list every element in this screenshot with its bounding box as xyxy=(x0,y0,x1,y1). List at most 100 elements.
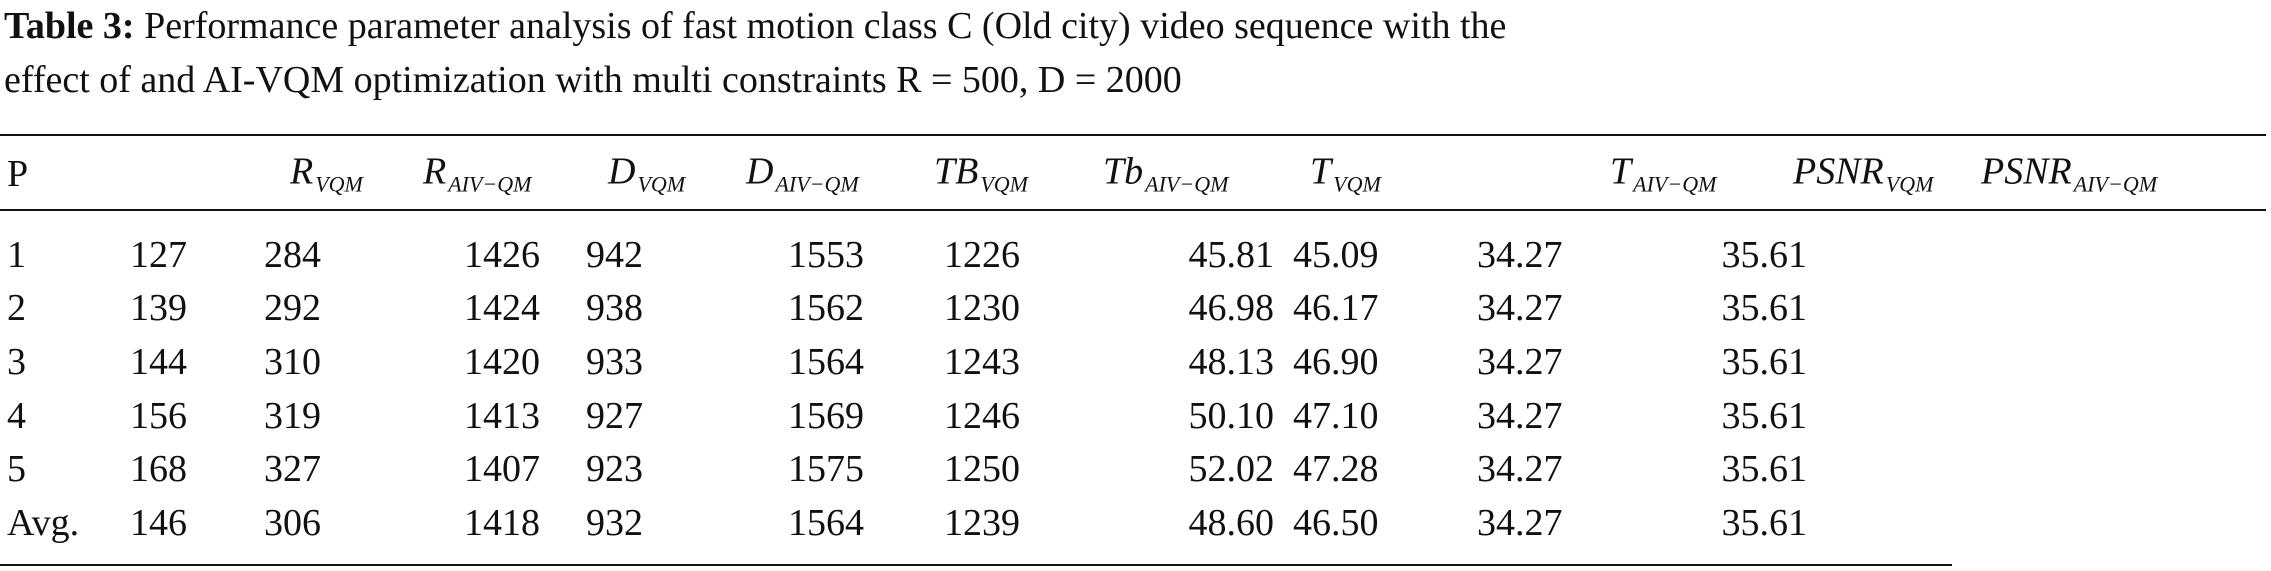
table-cell: 923 xyxy=(586,448,643,490)
table-cell: 34.27 xyxy=(1477,502,1563,544)
header-cell: PSNRVQM xyxy=(1793,149,1933,200)
header-cell: RVQM xyxy=(290,149,363,200)
table-cell: 34.27 xyxy=(1477,341,1563,383)
table-cell: 1239 xyxy=(944,502,1020,544)
row-label: 5 xyxy=(7,448,26,490)
header-sub: AIV−QM xyxy=(2073,171,2158,197)
header-main: PSNR xyxy=(1793,150,1884,193)
header-cell: DAIV−QM xyxy=(746,149,859,200)
header-main: D xyxy=(746,150,774,193)
header-cell: TAIV−QM xyxy=(1610,149,1716,200)
row-label: 3 xyxy=(7,341,26,383)
table-cell: 146 xyxy=(130,502,187,544)
table-cell: 47.10 xyxy=(1293,395,1379,437)
table-cell: 46.17 xyxy=(1293,287,1379,329)
table-cell: 45.81 xyxy=(1188,234,1275,276)
table-cell: 47.28 xyxy=(1293,448,1379,490)
table-cell: 46.50 xyxy=(1293,502,1379,544)
header-sub: VQM xyxy=(1885,171,1934,197)
header-cell: DVQM xyxy=(608,149,685,200)
table-cell: 127 xyxy=(130,234,187,276)
table-cell: 1418 xyxy=(464,502,540,544)
table-cell: 306 xyxy=(264,502,321,544)
header-sub: AIV−QM xyxy=(775,171,859,197)
table-cell: 34.27 xyxy=(1477,287,1563,329)
header-cell: PSNRAIV−QM xyxy=(1981,149,2157,200)
table-cell: 1226 xyxy=(944,234,1020,276)
table-cell: 1575 xyxy=(788,448,864,490)
row-label: Avg. xyxy=(7,502,80,544)
table-cell: 34.27 xyxy=(1477,395,1563,437)
header-cell: RAIV−QM xyxy=(423,149,531,200)
table-cell: 35.61 xyxy=(1721,341,1808,383)
table-cell: 45.09 xyxy=(1293,234,1379,276)
table-cell: 139 xyxy=(130,287,187,329)
header-sub: AIV−QM xyxy=(1145,171,1229,197)
table-cell: 1426 xyxy=(464,234,540,276)
table-cell: 1564 xyxy=(788,502,864,544)
table-cell: 48.60 xyxy=(1188,502,1275,544)
row-label: 4 xyxy=(7,395,26,437)
caption-text: effect of and AI-VQM optimization with m… xyxy=(4,59,1182,101)
table-cell: 1407 xyxy=(464,448,540,490)
table-cell: 144 xyxy=(130,341,187,383)
table-cell: 48.13 xyxy=(1188,341,1275,383)
table-cell: 50.10 xyxy=(1188,395,1275,437)
header-sub: VQM xyxy=(315,171,363,197)
caption-label: Table 3: xyxy=(4,5,135,47)
table-cell: 35.61 xyxy=(1721,448,1808,490)
table-cell: 1562 xyxy=(788,287,864,329)
header-main: T xyxy=(1610,150,1632,193)
top-rule xyxy=(0,134,2266,136)
header-rule xyxy=(0,209,2266,211)
table-cell: 1424 xyxy=(464,287,540,329)
header-cell: TVQM xyxy=(1310,149,1381,200)
table-cell: 52.02 xyxy=(1188,448,1275,490)
table-cell: 168 xyxy=(130,448,187,490)
header-main: PSNR xyxy=(1981,150,2072,193)
header-main: D xyxy=(608,150,636,193)
table-cell: 35.61 xyxy=(1721,502,1808,544)
table-cell: 1250 xyxy=(944,448,1020,490)
header-main: R xyxy=(290,150,314,193)
header-sub: VQM xyxy=(637,171,686,197)
table-cell: 932 xyxy=(586,502,643,544)
table-cell: 34.27 xyxy=(1477,448,1563,490)
table-cell: 1553 xyxy=(788,234,864,276)
caption-line: Table 3: Performance parameter analysis … xyxy=(4,3,1506,49)
table-cell: 35.61 xyxy=(1721,287,1808,329)
table-cell: 35.61 xyxy=(1721,395,1808,437)
table-cell: 46.98 xyxy=(1188,287,1275,329)
table-cell: 1420 xyxy=(464,341,540,383)
table-cell: 1230 xyxy=(944,287,1020,329)
header-sub: AIV−QM xyxy=(448,171,532,197)
header-cell: TbAIV−QM xyxy=(1103,149,1228,200)
bottom-rule xyxy=(0,564,1952,566)
header-main: R xyxy=(423,150,447,193)
table-cell: 1243 xyxy=(944,341,1020,383)
header-cell: P xyxy=(7,151,28,197)
header-main: TB xyxy=(934,150,979,193)
header-cell: TBVQM xyxy=(934,149,1028,200)
table-cell: 327 xyxy=(264,448,321,490)
header-sub: VQM xyxy=(1333,171,1381,197)
table-cell: 310 xyxy=(264,341,321,383)
table-cell: 292 xyxy=(264,287,321,329)
header-main: P xyxy=(7,153,29,195)
table-cell: 156 xyxy=(130,395,187,437)
table-cell: 319 xyxy=(264,395,321,437)
table-cell: 284 xyxy=(264,234,321,276)
table-cell: 927 xyxy=(586,395,643,437)
table-cell: 1569 xyxy=(788,395,864,437)
header-main: Tb xyxy=(1103,150,1144,193)
header-main: T xyxy=(1310,150,1332,193)
caption-text: Performance parameter analysis of fast m… xyxy=(144,5,1507,47)
table-cell: 942 xyxy=(586,234,643,276)
table-cell: 1413 xyxy=(464,395,540,437)
table-cell: 1564 xyxy=(788,341,864,383)
table-cell: 1246 xyxy=(944,395,1020,437)
header-sub: AIV−QM xyxy=(1633,171,1717,197)
table-cell: 46.90 xyxy=(1293,341,1379,383)
table-cell: 933 xyxy=(586,341,643,383)
